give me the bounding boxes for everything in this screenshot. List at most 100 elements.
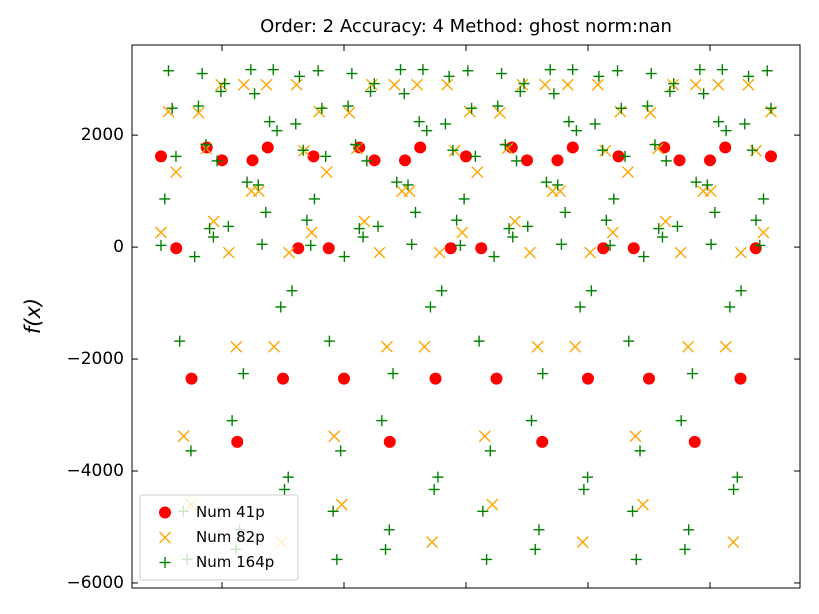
point [391,176,403,188]
point [621,166,634,179]
point [576,536,589,549]
point [746,144,758,156]
point [581,372,594,385]
point [548,88,560,100]
point [277,372,290,385]
point [589,118,601,130]
point [159,193,171,205]
point [566,141,579,154]
point [413,116,425,128]
point [734,372,747,385]
y-tick-label: −2000 [66,349,124,369]
marker-stroke [159,531,171,544]
point [260,206,272,218]
point [301,214,313,226]
point [290,118,302,130]
point [757,226,770,239]
point [177,430,190,443]
point [481,553,493,565]
point [305,226,318,239]
point [439,118,451,130]
point [503,223,515,235]
marker-stroke [554,185,567,198]
point [636,498,649,511]
point [166,102,178,114]
point [282,471,294,483]
point [642,372,655,385]
point [368,78,380,90]
marker-stroke [373,246,386,259]
point [477,505,489,517]
point [241,176,253,188]
marker-stroke [644,106,657,119]
point [444,242,457,255]
point [402,179,414,191]
marker-stroke [365,78,378,91]
point [267,64,279,76]
point [308,193,320,205]
point [219,78,231,90]
point [758,193,770,205]
point [358,215,371,228]
point [765,102,777,114]
point [322,242,335,255]
point [222,246,235,259]
y-tick-label: −4000 [66,461,124,481]
point [417,64,429,76]
marker-stroke [155,226,167,239]
point [380,543,392,555]
point [460,150,472,163]
point [593,70,605,82]
point [414,141,427,154]
point [525,415,537,427]
point [488,251,500,263]
point [462,65,474,77]
point [429,372,442,385]
point [478,430,491,443]
point [719,141,732,154]
marker-stroke [456,226,469,239]
marker-stroke [493,106,506,119]
point [320,150,332,162]
point [619,150,631,162]
point [170,166,183,179]
marker-stroke [712,78,725,91]
legend-box [139,494,299,581]
point [555,238,567,250]
point [701,179,713,191]
point [529,543,541,555]
point [185,372,198,385]
point [428,483,440,495]
marker-stroke [418,340,431,353]
point [185,445,197,457]
point [642,100,654,112]
point [694,64,706,76]
point [554,185,567,198]
point [649,139,661,151]
point [570,125,582,137]
marker-stroke [539,78,552,91]
point [703,154,716,167]
point [634,445,646,457]
point [505,141,518,154]
point [574,301,586,313]
point [343,106,356,119]
point [249,88,261,100]
point [705,238,717,250]
point [307,150,320,163]
point [365,85,377,97]
point [644,106,657,119]
point [584,246,597,259]
point [424,301,436,313]
plot-frame [131,44,801,589]
marker-stroke [403,185,416,198]
marker-stroke [433,246,446,259]
marker-stroke [441,78,454,91]
point [192,100,204,112]
point [421,125,433,137]
marker-stroke [704,185,717,198]
point [689,78,702,91]
point [409,206,421,218]
point [286,285,298,297]
point [174,335,186,347]
